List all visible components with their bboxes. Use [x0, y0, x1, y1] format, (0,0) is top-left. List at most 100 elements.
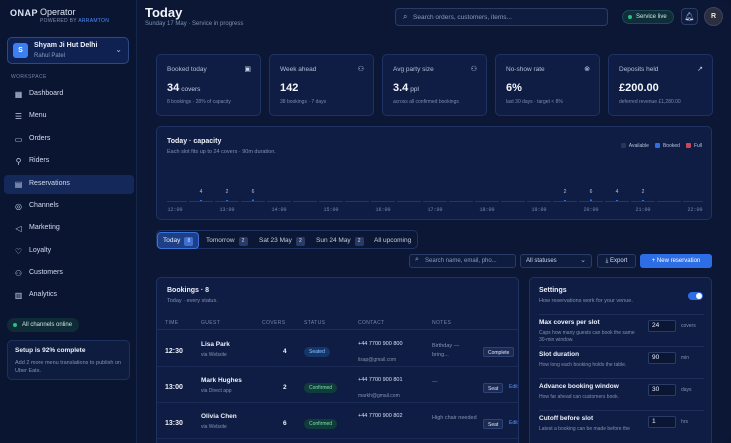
sidebar-item-menu[interactable]: ☰ Menu: [4, 107, 134, 126]
capacity-bar-20:30: [616, 200, 618, 201]
notifications-bell-icon[interactable]: 🔔︎: [681, 8, 698, 25]
stat-card: Avg party size ⚇ 3.4 ppl across all confirme…: [382, 54, 487, 116]
sidebar-item-label: Channels: [29, 202, 59, 209]
orders-icon: ▭: [14, 135, 23, 144]
sidebar-item-analytics[interactable]: ▥ Analytics: [4, 286, 134, 305]
capacity-value-label: 6: [252, 189, 255, 195]
tab-today[interactable]: Today 8: [157, 232, 200, 249]
setting-input[interactable]: 30: [648, 384, 676, 396]
bookings-table-card: Bookings · 8 Today · every status. TIME G…: [156, 277, 519, 443]
capacity-slot-22:00: [683, 201, 703, 202]
capacity-bar-21:00: [642, 200, 644, 201]
capacity-slot-13:30: [241, 201, 265, 202]
tab-all-upcoming[interactable]: All upcoming: [374, 237, 412, 244]
store-owner: Rahul Patel: [34, 53, 66, 59]
table-row[interactable]: 13:00 Mark Hughes via Direct app 2 Confirmed…: [157, 371, 518, 403]
setting-label: Cutoff before slot: [539, 415, 594, 422]
seat-button[interactable]: Seat: [483, 419, 504, 429]
bookings-search-input[interactable]: ⌕ Search name, email, pho...: [409, 254, 516, 268]
capacity-slot-16:00: [371, 201, 395, 202]
edit-link[interactable]: Edit: [509, 384, 518, 390]
edit-link[interactable]: Edit: [509, 420, 518, 426]
brand-logo: ONAP: [10, 8, 39, 18]
service-live-badge[interactable]: Service live: [622, 10, 674, 24]
user-avatar[interactable]: R: [704, 7, 723, 26]
sidebar-item-marketing[interactable]: ◁ Marketing: [4, 219, 134, 238]
setting-label: Advance booking window: [539, 383, 619, 390]
guest-name: Mark Hughes: [201, 377, 242, 384]
capacity-slot-13:00: [215, 201, 239, 202]
stat-value: 6%: [506, 82, 522, 94]
tab-tomorrow[interactable]: Tomorrow 2: [201, 232, 253, 249]
column-header-time: TIME: [165, 320, 179, 326]
bike-icon: ⚲: [15, 157, 22, 166]
sidebar-item-dashboard[interactable]: ▦ Dashboard: [4, 85, 134, 104]
sidebar-item-orders[interactable]: ▭ Orders: [4, 130, 134, 149]
guest-name: Olivia Chen: [201, 413, 237, 420]
capacity-slot-19:00: [527, 201, 551, 202]
analytics-icon: ▥: [14, 291, 23, 300]
sidebar-item-label: Marketing: [29, 224, 60, 231]
sidebar-item-riders[interactable]: ⚲ Riders: [4, 152, 134, 171]
sidebar-item-loyalty[interactable]: ♡ Loyalty: [4, 242, 134, 261]
stat-label: Week ahead: [280, 66, 317, 73]
capacity-tick-label: 13:00: [219, 207, 234, 213]
capacity-title: Today · capacity: [167, 138, 222, 145]
bookings-search-placeholder: Search name, email, pho...: [425, 258, 497, 264]
setting-help: How long each booking holds the table.: [539, 362, 627, 368]
status-filter-select[interactable]: All statuses ⌄: [520, 254, 592, 268]
capacity-slot-17:00: [423, 201, 447, 202]
seat-button[interactable]: Seat: [483, 383, 504, 393]
tab-count-badge: 2: [354, 237, 364, 246]
sidebar-item-label: Analytics: [29, 291, 58, 298]
capacity-chart: 4 2 6 2 6 4 2 12:00 13:00 14:00 15:00 16:00 17:00 18:…: [167, 189, 703, 213]
capacity-slot-20:00: [579, 201, 603, 202]
export-button[interactable]: ⤓ Export: [597, 254, 636, 268]
setting-input[interactable]: 90: [648, 352, 676, 364]
store-switcher[interactable]: S Shyam Ji Hut Delhi Rahul Patel ⌄: [7, 37, 129, 64]
sidebar-item-customers[interactable]: ⚇ Customers: [4, 264, 134, 283]
search-icon: ⌕: [403, 12, 408, 21]
setting-label: Max covers per slot: [539, 319, 600, 326]
setting-input[interactable]: 1: [648, 416, 676, 428]
complete-button[interactable]: Complete: [483, 347, 515, 357]
sidebar-item-reservations[interactable]: ▤ Reservations: [4, 175, 134, 194]
capacity-slot-19:30: [553, 201, 577, 202]
covers-count: 6: [283, 420, 287, 427]
capacity-bar-19:30: [564, 200, 566, 201]
tab-sat-23-may[interactable]: Sat 23 May 2: [254, 232, 310, 249]
column-header-contact: CONTACT: [358, 320, 385, 326]
setup-card[interactable]: Setup is 92% complete Add 2 more menu tr…: [7, 340, 130, 380]
capacity-bar-20:00: [590, 199, 592, 201]
settings-divider: [539, 378, 704, 379]
setup-title: Setup is 92% complete: [15, 347, 86, 354]
tab-sun-24-may[interactable]: Sun 24 May 2: [311, 232, 369, 249]
covers-count: 2: [283, 384, 287, 391]
booking-source: via Direct app: [201, 388, 232, 394]
users-icon: ⚇: [14, 269, 23, 278]
status-badge: Confirmed: [304, 383, 338, 393]
sidebar-item-label: Orders: [29, 135, 51, 142]
capacity-value-label: 4: [616, 189, 619, 195]
channels-icon: ◎: [15, 202, 22, 211]
legend-swatch-available: [620, 143, 626, 148]
capacity-bar-13:00: [226, 200, 228, 201]
capacity-tick-label: 19:00: [531, 207, 546, 213]
settings-divider: [539, 314, 704, 315]
guest-phone: +44 7700 900 802: [358, 413, 403, 419]
sidebar-item-label: Customers: [29, 269, 63, 276]
stat-label: Avg party size: [393, 66, 434, 73]
global-search-input[interactable]: ⌕ Search orders, customers, items...: [395, 8, 608, 26]
capacity-slot-18:30: [501, 201, 525, 202]
table-row[interactable]: 13:30 Olivia Chen via Website 6 Confirmed +44…: [157, 407, 518, 439]
setting-unit: covers: [681, 323, 696, 329]
stat-label: Booked today: [167, 66, 207, 73]
setting-help: Caps how many guests can book the same 3…: [539, 330, 635, 343]
sidebar-item-channels[interactable]: ◎ Channels: [4, 197, 134, 216]
table-row[interactable]: 12:30 Lisa Park via Website 4 Seated +44 7700…: [157, 335, 518, 367]
new-reservation-button[interactable]: + New reservation: [640, 254, 712, 268]
setting-input[interactable]: 24: [648, 320, 676, 332]
booking-time: 12:30: [165, 348, 183, 355]
reservations-toggle[interactable]: [688, 292, 703, 300]
